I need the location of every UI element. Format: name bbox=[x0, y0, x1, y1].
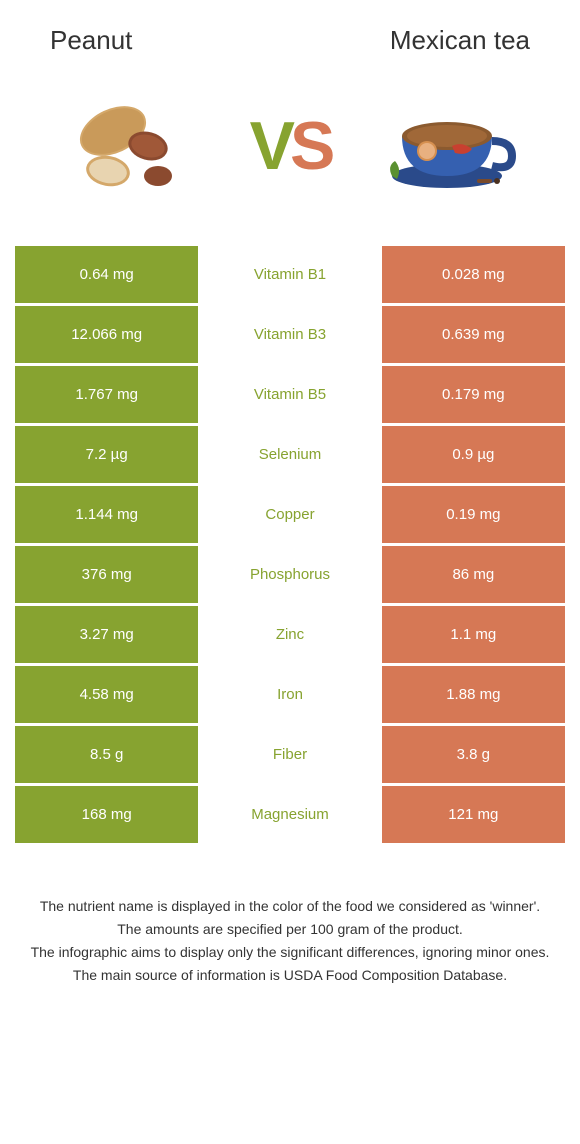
right-value-cell: 3.8 g bbox=[382, 726, 565, 783]
nutrient-label-cell: Iron bbox=[198, 666, 381, 723]
left-food-title: Peanut bbox=[50, 25, 132, 56]
left-value-cell: 1.767 mg bbox=[15, 366, 198, 423]
footer-notes: The nutrient name is displayed in the co… bbox=[0, 846, 580, 1008]
right-food-title: Mexican tea bbox=[390, 25, 530, 56]
nutrient-label-cell: Copper bbox=[198, 486, 381, 543]
left-value-cell: 7.2 µg bbox=[15, 426, 198, 483]
peanut-icon bbox=[63, 86, 203, 206]
nutrient-row: 1.767 mgVitamin B50.179 mg bbox=[15, 366, 565, 423]
nutrient-label-cell: Vitamin B5 bbox=[198, 366, 381, 423]
left-value-cell: 376 mg bbox=[15, 546, 198, 603]
nutrient-label-cell: Phosphorus bbox=[198, 546, 381, 603]
nutrient-table: 0.64 mgVitamin B10.028 mg12.066 mgVitami… bbox=[0, 246, 580, 843]
nutrient-label-cell: Zinc bbox=[198, 606, 381, 663]
nutrient-label-cell: Magnesium bbox=[198, 786, 381, 843]
vs-v-letter: V bbox=[250, 108, 290, 184]
header: Peanut Mexican tea bbox=[0, 0, 580, 66]
nutrient-row: 3.27 mgZinc1.1 mg bbox=[15, 606, 565, 663]
footer-line-2: The amounts are specified per 100 gram o… bbox=[30, 919, 550, 940]
right-value-cell: 0.19 mg bbox=[382, 486, 565, 543]
nutrient-row: 7.2 µgSelenium0.9 µg bbox=[15, 426, 565, 483]
right-value-cell: 1.88 mg bbox=[382, 666, 565, 723]
nutrient-row: 168 mgMagnesium121 mg bbox=[15, 786, 565, 843]
right-value-cell: 1.1 mg bbox=[382, 606, 565, 663]
footer-line-1: The nutrient name is displayed in the co… bbox=[30, 896, 550, 917]
left-value-cell: 1.144 mg bbox=[15, 486, 198, 543]
footer-line-4: The main source of information is USDA F… bbox=[30, 965, 550, 986]
left-value-cell: 12.066 mg bbox=[15, 306, 198, 363]
right-value-cell: 0.9 µg bbox=[382, 426, 565, 483]
nutrient-label-cell: Fiber bbox=[198, 726, 381, 783]
nutrient-row: 1.144 mgCopper0.19 mg bbox=[15, 486, 565, 543]
right-value-cell: 0.639 mg bbox=[382, 306, 565, 363]
footer-line-3: The infographic aims to display only the… bbox=[30, 942, 550, 963]
right-value-cell: 121 mg bbox=[382, 786, 565, 843]
left-value-cell: 8.5 g bbox=[15, 726, 198, 783]
left-value-cell: 0.64 mg bbox=[15, 246, 198, 303]
mexican-tea-icon bbox=[377, 86, 517, 206]
nutrient-label-cell: Vitamin B3 bbox=[198, 306, 381, 363]
vs-section: VS bbox=[0, 66, 580, 246]
nutrient-label-cell: Selenium bbox=[198, 426, 381, 483]
nutrient-row: 4.58 mgIron1.88 mg bbox=[15, 666, 565, 723]
nutrient-row: 8.5 gFiber3.8 g bbox=[15, 726, 565, 783]
vs-s-letter: S bbox=[290, 108, 330, 184]
nutrient-row: 0.64 mgVitamin B10.028 mg bbox=[15, 246, 565, 303]
right-value-cell: 0.179 mg bbox=[382, 366, 565, 423]
right-value-cell: 86 mg bbox=[382, 546, 565, 603]
nutrient-row: 12.066 mgVitamin B30.639 mg bbox=[15, 306, 565, 363]
nutrient-row: 376 mgPhosphorus86 mg bbox=[15, 546, 565, 603]
vs-label: VS bbox=[250, 107, 331, 185]
left-value-cell: 4.58 mg bbox=[15, 666, 198, 723]
right-value-cell: 0.028 mg bbox=[382, 246, 565, 303]
left-value-cell: 168 mg bbox=[15, 786, 198, 843]
nutrient-label-cell: Vitamin B1 bbox=[198, 246, 381, 303]
left-value-cell: 3.27 mg bbox=[15, 606, 198, 663]
